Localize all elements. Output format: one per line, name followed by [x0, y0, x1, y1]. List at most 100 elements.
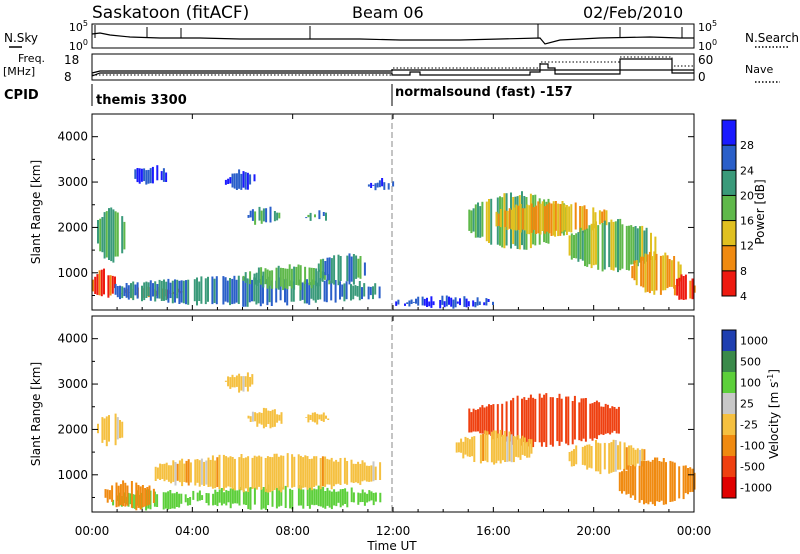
velocity-cell-4: [240, 454, 243, 491]
power-cell-7: [325, 212, 327, 221]
velocity-cell-7: [229, 377, 232, 389]
velocity-cell-10: [641, 448, 644, 467]
velocity-cell-4: [271, 457, 274, 492]
power-cell-3: [292, 281, 295, 302]
velocity-cell-0: [105, 416, 108, 447]
velocity-cell-8: [560, 398, 563, 442]
velocity-colorbar-tick-label: -1000: [740, 482, 772, 495]
power-cell-1: [99, 218, 102, 252]
power-cell-3: [325, 279, 328, 303]
velocity-cell-7: [233, 377, 236, 388]
velocity-cell-3: [333, 489, 336, 506]
velocity-cell-10: [608, 443, 611, 474]
power-cell-16: [492, 301, 494, 305]
velocity-cell-3: [368, 490, 371, 502]
power-cell-13: [632, 226, 635, 265]
power-cell-16: [459, 298, 461, 306]
power-cell-3: [167, 278, 170, 303]
velocity-cell-3: [330, 491, 333, 510]
power-cell-12: [592, 207, 595, 231]
velocity-cell-0: [119, 420, 121, 439]
velocity-cell-9: [462, 441, 465, 459]
power-cell-12: [583, 205, 586, 233]
velocity-cell-4: [337, 461, 340, 484]
velocity-cell-2: [141, 485, 144, 508]
velocity-cell-3: [271, 489, 274, 507]
power-cell-12: [543, 206, 546, 234]
power-cell-5: [330, 258, 333, 284]
velocity-cell-9: [482, 433, 485, 461]
velocity-cell-8: [591, 403, 594, 441]
velocity-cell-4: [339, 458, 342, 485]
velocity-cell-4: [282, 455, 285, 490]
power-colorbar-swatch: [722, 220, 736, 246]
power-cell-4: [284, 268, 287, 289]
power-colorbar-swatch: [722, 195, 736, 221]
power-ylabel: Slant Range [km]: [29, 160, 43, 264]
velocity-cell-3: [289, 488, 292, 509]
velocity-cell-10: [630, 445, 633, 466]
nsearch-tick-bottom: 100: [698, 38, 717, 53]
power-cell-0: [100, 269, 103, 297]
power-cell-3: [125, 283, 128, 298]
velocity-cell-3: [245, 491, 248, 505]
power-cell-16: [441, 295, 444, 305]
velocity-cell-4: [178, 460, 181, 483]
power-cell-4: [262, 271, 265, 288]
velocity-cell-10: [623, 442, 626, 470]
power-cell-16: [410, 299, 413, 304]
x-tick-label: 16:00: [476, 524, 511, 538]
velocity-cell-4: [357, 461, 360, 484]
velocity-cell-1: [129, 493, 132, 505]
power-cell-3: [345, 281, 348, 300]
velocity-cell-8: [532, 397, 535, 448]
velocity-cell-11: [623, 468, 626, 492]
velocity-cell-9: [517, 435, 520, 458]
power-cell-13: [634, 226, 637, 264]
velocity-cell-8: [571, 401, 574, 445]
power-cell-3: [266, 279, 269, 306]
power-cell-5: [339, 256, 342, 281]
power-cell-3: [182, 280, 185, 304]
velocity-cell-4: [218, 454, 221, 489]
power-cell-3: [341, 284, 344, 297]
velocity-cell-4: [238, 457, 241, 490]
velocity-cell-4: [167, 465, 170, 482]
power-cell-3: [378, 286, 381, 299]
power-cell-3: [308, 282, 311, 305]
power-cell-5: [352, 254, 355, 285]
power-ytick-label: 3000: [57, 175, 88, 189]
velocity-cell-8: [593, 402, 596, 439]
power-cell-3: [339, 281, 341, 300]
power-cell-5: [359, 256, 362, 279]
velocity-cell-4: [247, 456, 250, 492]
velocity-colorbar-swatch: [722, 414, 736, 436]
power-cell-10: [367, 184, 370, 187]
power-cell-3: [165, 281, 168, 301]
velocity-cell-8: [510, 400, 512, 442]
power-cell-9: [165, 172, 168, 182]
power-cell-12: [601, 211, 604, 223]
power-cell-10: [383, 182, 386, 190]
power-panel: 1000 2000 3000 4000 Slant Range [km]: [29, 113, 696, 311]
power-cell-11: [470, 210, 473, 234]
power-cell-3: [310, 282, 313, 299]
power-cell-16: [465, 298, 468, 308]
power-cell-4: [317, 271, 320, 287]
power-cell-3: [270, 280, 273, 306]
power-cell-14: [668, 259, 671, 287]
power-cell-3: [343, 283, 346, 302]
velocity-cell-9: [493, 430, 496, 465]
power-cell-13: [568, 235, 571, 256]
power-cell-13: [650, 232, 652, 260]
velocity-cell-2: [111, 485, 114, 502]
power-cell-12: [539, 203, 542, 235]
power-cell-4: [271, 270, 274, 289]
power-cell-16: [463, 296, 466, 307]
power-cell-16: [428, 301, 431, 307]
velocity-cell-8: [529, 394, 532, 444]
velocity-cell-11: [682, 465, 685, 500]
power-cell-3: [251, 279, 253, 302]
power-cell-13: [597, 225, 600, 270]
power-cell-3: [299, 279, 302, 301]
